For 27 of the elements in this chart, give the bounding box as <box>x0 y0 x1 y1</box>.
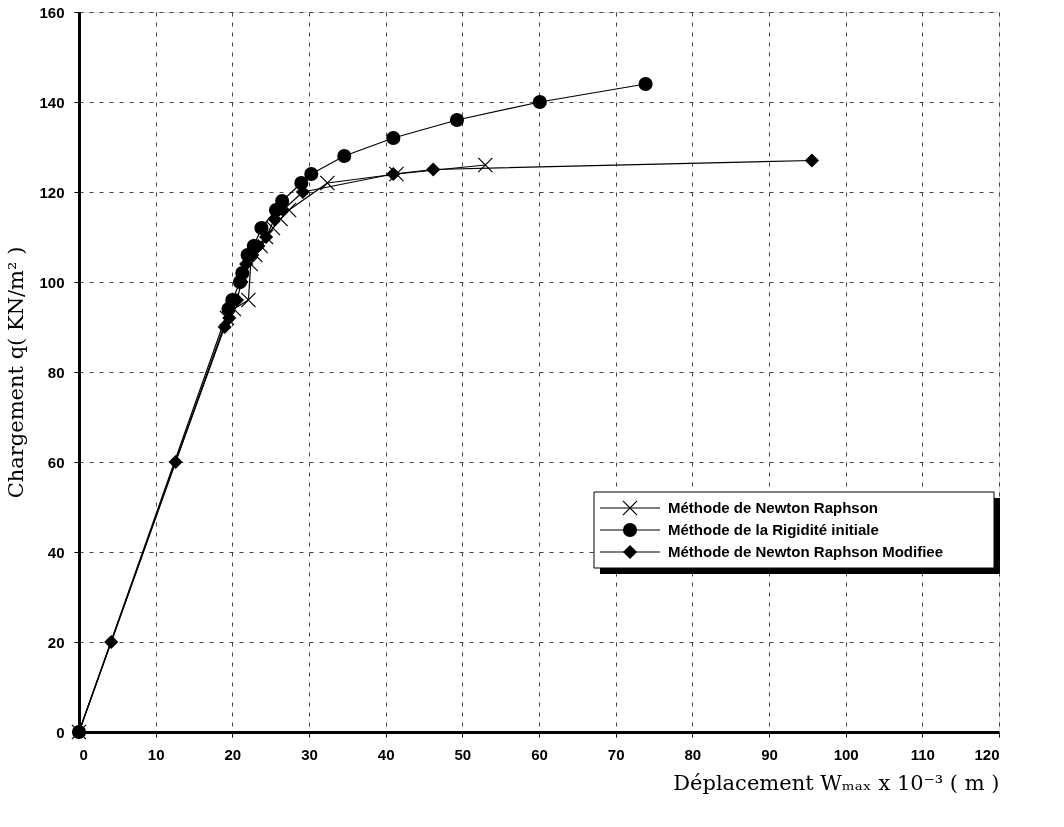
x-tick-label: 120 <box>974 745 1000 763</box>
x-tick-label: 10 <box>147 745 165 763</box>
x-tick-label: 40 <box>377 745 395 763</box>
legend-label: Méthode de la Rigidité initiale <box>668 521 879 538</box>
y-tick-label: 120 <box>39 183 65 201</box>
y-tick-label: 100 <box>39 273 65 291</box>
x-tick-label: 100 <box>833 745 859 763</box>
x-tick-label: 30 <box>301 745 318 763</box>
x-tick-label: 70 <box>607 745 625 763</box>
x-tick-label: 60 <box>531 745 548 763</box>
y-tick-label: 20 <box>47 633 65 651</box>
legend-label: Méthode de Newton Raphson <box>668 499 878 516</box>
x-tick-label: 80 <box>684 745 702 763</box>
y-tick-label: 80 <box>47 363 65 381</box>
legend-label: Méthode de Newton Raphson Modifiee <box>668 543 944 560</box>
x-tick-label: 20 <box>224 745 242 763</box>
y-tick-label: 60 <box>47 453 65 471</box>
y-tick-label: 40 <box>47 543 65 561</box>
y-axis-title: Chargement q( KN/m² ) <box>4 246 29 499</box>
x-axis-title: Déplacement Wₘₐₓ x 10⁻³ ( m ) <box>673 770 1000 795</box>
x-tick-label: 90 <box>761 745 778 763</box>
x-tick-label: 50 <box>454 745 472 763</box>
y-tick-label: 140 <box>39 93 65 111</box>
x-tick-label: 0 <box>79 745 88 763</box>
y-tick-label: 160 <box>39 3 65 21</box>
y-tick-label: 0 <box>56 723 65 741</box>
x-tick-label: 110 <box>910 745 935 763</box>
